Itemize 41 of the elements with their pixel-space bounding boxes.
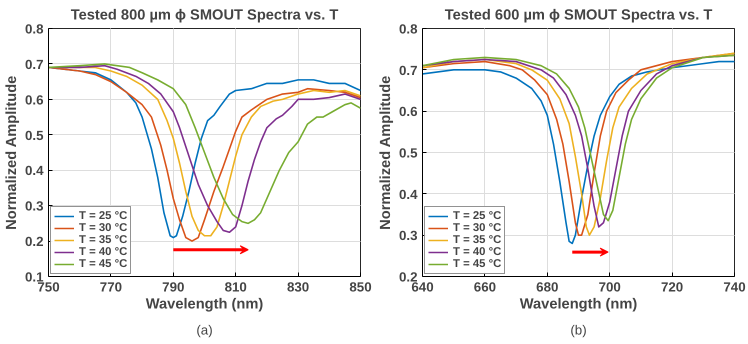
y-tick-label: 0.3 [24, 198, 44, 214]
text: (a) [196, 322, 213, 338]
legend-label: T = 45 °C [453, 258, 502, 270]
y-tick-label: 0.5 [24, 128, 44, 143]
x-tick-label: 740 [723, 280, 746, 294]
x-tick-label: 830 [286, 280, 310, 294]
y-tick-label: 0.7 [398, 62, 418, 78]
y-axis-title: Normalized Amplitude [4, 76, 20, 230]
legend-label: T = 40 °C [453, 246, 502, 258]
x-tick-label: 770 [100, 280, 122, 294]
x-axis-title: Wavelength (nm) [520, 296, 638, 312]
y-tick-label: 0.3 [398, 228, 418, 244]
y-tick-label: 0.4 [398, 186, 418, 202]
legend-label: T = 30 °C [453, 222, 502, 234]
y-tick-label: 0.8 [398, 22, 418, 36]
x-tick-label: 720 [660, 280, 684, 294]
y-axis-title: Normalized Amplitude [378, 76, 394, 230]
x-tick-label: 850 [349, 280, 372, 294]
y-tick-label: 0.8 [24, 22, 44, 36]
x-tick-label: 810 [224, 280, 247, 294]
y-tick-label: 0.2 [24, 234, 44, 250]
text: (b) [570, 322, 587, 338]
legend-label: T = 45 °C [79, 258, 128, 270]
legend-label: T = 35 °C [79, 234, 128, 246]
y-tick-label: 0.5 [398, 146, 418, 160]
x-tick-label: 680 [536, 280, 558, 294]
legend-label: T = 40 °C [79, 246, 128, 258]
y-tick-label: 0.4 [24, 163, 44, 178]
y-tick-label: 0.6 [398, 104, 418, 120]
legend-label: T = 35 °C [453, 234, 502, 246]
x-axis-title: Wavelength (nm) [146, 296, 264, 312]
chart-title: Tested 600 µm ϕ SMOUT Spectra vs. T [444, 8, 712, 24]
x-tick-label: 700 [598, 280, 621, 294]
legend-label: T = 30 °C [79, 222, 128, 234]
x-tick-label: 790 [162, 280, 184, 294]
x-tick-label: 660 [474, 280, 496, 294]
y-tick-label: 0.6 [24, 92, 44, 108]
chart-title: Tested 800 µm ϕ SMOUT Spectra vs. T [70, 8, 338, 24]
legend-label: T = 25 °C [453, 210, 502, 222]
y-tick-label: 0.7 [24, 56, 44, 72]
legend-label: T = 25 °C [79, 210, 128, 222]
